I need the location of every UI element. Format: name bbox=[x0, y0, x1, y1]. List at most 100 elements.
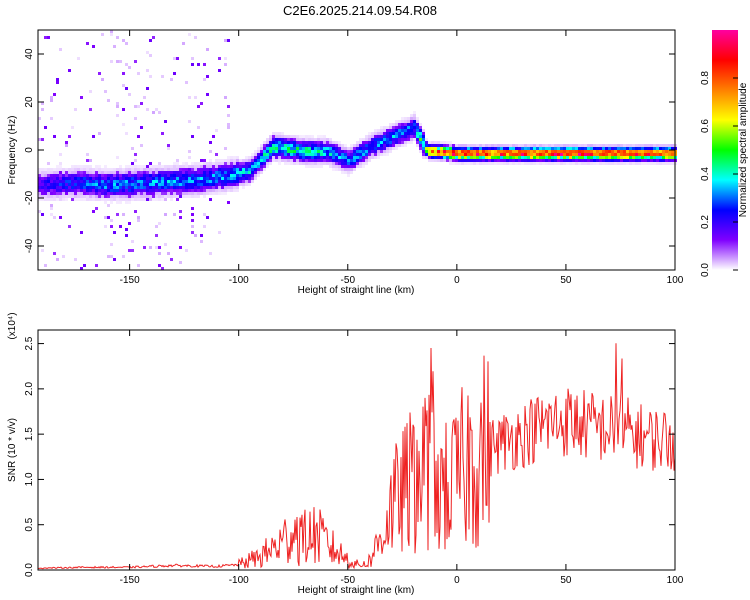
heatmap-cell bbox=[410, 132, 413, 135]
heatmap-cell bbox=[137, 171, 140, 174]
heatmap-cell bbox=[287, 144, 290, 147]
heatmap-cell bbox=[539, 159, 542, 162]
heatmap-cell bbox=[632, 153, 635, 156]
heatmap-cell bbox=[371, 132, 374, 135]
heatmap-cell bbox=[425, 153, 428, 156]
heatmap-cell bbox=[206, 93, 209, 96]
heatmap-cell bbox=[200, 180, 203, 183]
heatmap-cell bbox=[383, 129, 386, 132]
heatmap-cell bbox=[668, 162, 671, 165]
heatmap-cell bbox=[608, 153, 611, 156]
heatmap-cell bbox=[329, 159, 332, 162]
heatmap-cell bbox=[71, 183, 74, 186]
heatmap-cell bbox=[650, 150, 653, 153]
heatmap-cell bbox=[122, 192, 125, 195]
heatmap-cell bbox=[392, 126, 395, 129]
heatmap-cell bbox=[380, 126, 383, 129]
heatmap-cell bbox=[293, 150, 296, 153]
heatmap-cell bbox=[47, 192, 50, 195]
heatmap-cell bbox=[314, 141, 317, 144]
heatmap-cell bbox=[89, 174, 92, 177]
heatmap-cell bbox=[275, 147, 278, 150]
heatmap-cell bbox=[428, 144, 431, 147]
heatmap-cell bbox=[185, 183, 188, 186]
heatmap-cell bbox=[632, 156, 635, 159]
heatmap-cell bbox=[494, 153, 497, 156]
heatmap-cell bbox=[266, 150, 269, 153]
heatmap-cell bbox=[482, 162, 485, 165]
heatmap-cell bbox=[143, 186, 146, 189]
heatmap-cell bbox=[614, 147, 617, 150]
heatmap-cell bbox=[422, 147, 425, 150]
heatmap-cell bbox=[368, 150, 371, 153]
snr-series-line bbox=[37, 343, 676, 570]
heatmap-cell bbox=[143, 180, 146, 183]
heatmap-cell bbox=[383, 144, 386, 147]
heatmap-cell bbox=[599, 147, 602, 150]
heatmap-cell bbox=[551, 162, 554, 165]
heatmap-cell bbox=[401, 123, 404, 126]
heatmap-cell bbox=[254, 177, 257, 180]
heatmap-cell bbox=[644, 144, 647, 147]
heatmap-cell bbox=[41, 186, 44, 189]
heatmap-cell bbox=[173, 183, 176, 186]
heatmap-cell bbox=[377, 156, 380, 159]
heatmap-cell bbox=[611, 159, 614, 162]
heatmap-cell bbox=[500, 147, 503, 150]
heatmap-cell bbox=[236, 168, 239, 171]
heatmap-cell bbox=[257, 159, 260, 162]
heatmap-cell bbox=[248, 171, 251, 174]
heatmap-cell bbox=[635, 150, 638, 153]
heatmap-cell bbox=[107, 177, 110, 180]
heatmap-cell bbox=[119, 60, 122, 63]
heatmap-cell bbox=[518, 153, 521, 156]
heatmap-cell bbox=[623, 147, 626, 150]
heatmap-cell bbox=[245, 174, 248, 177]
heatmap-cell bbox=[305, 162, 308, 165]
heatmap-cell bbox=[254, 168, 257, 171]
heatmap-cell bbox=[290, 141, 293, 144]
heatmap-cell bbox=[245, 168, 248, 171]
heatmap-cell bbox=[503, 150, 506, 153]
heatmap-cell bbox=[296, 138, 299, 141]
heatmap-cell bbox=[314, 156, 317, 159]
heatmap-cell bbox=[38, 177, 41, 180]
heatmap-cell bbox=[98, 198, 101, 201]
heatmap-cell bbox=[566, 156, 569, 159]
heatmap-cell bbox=[71, 195, 74, 198]
heatmap-cell bbox=[482, 150, 485, 153]
heatmap-cell bbox=[164, 243, 167, 246]
heatmap-cell bbox=[566, 144, 569, 147]
heatmap-cell bbox=[56, 258, 59, 261]
y-tick-label: -20 bbox=[24, 190, 35, 205]
heatmap-cell bbox=[200, 168, 203, 171]
heatmap-cell bbox=[41, 213, 44, 216]
heatmap-cell bbox=[476, 153, 479, 156]
heatmap-cell bbox=[155, 246, 158, 249]
heatmap-cell bbox=[431, 156, 434, 159]
heatmap-cell bbox=[362, 153, 365, 156]
heatmap-cell bbox=[368, 132, 371, 135]
heatmap-cell bbox=[608, 159, 611, 162]
heatmap-cell bbox=[194, 192, 197, 195]
heatmap-cell bbox=[197, 174, 200, 177]
heatmap-cell bbox=[602, 150, 605, 153]
heatmap-cell bbox=[113, 192, 116, 195]
heatmap-cell bbox=[338, 162, 341, 165]
heatmap-cell bbox=[497, 162, 500, 165]
heatmap-cell bbox=[296, 150, 299, 153]
heatmap-cell bbox=[302, 156, 305, 159]
heatmap-cell bbox=[143, 246, 146, 249]
heatmap-cell bbox=[656, 159, 659, 162]
heatmap-cell bbox=[308, 162, 311, 165]
heatmap-cell bbox=[233, 186, 236, 189]
heatmap-cell bbox=[392, 138, 395, 141]
heatmap-cell bbox=[98, 168, 101, 171]
heatmap-cell bbox=[263, 153, 266, 156]
heatmap-cell bbox=[479, 147, 482, 150]
heatmap-cell bbox=[224, 147, 227, 150]
heatmap-cell bbox=[440, 153, 443, 156]
heatmap-cell bbox=[617, 144, 620, 147]
heatmap-cell bbox=[509, 147, 512, 150]
heatmap-cell bbox=[455, 147, 458, 150]
